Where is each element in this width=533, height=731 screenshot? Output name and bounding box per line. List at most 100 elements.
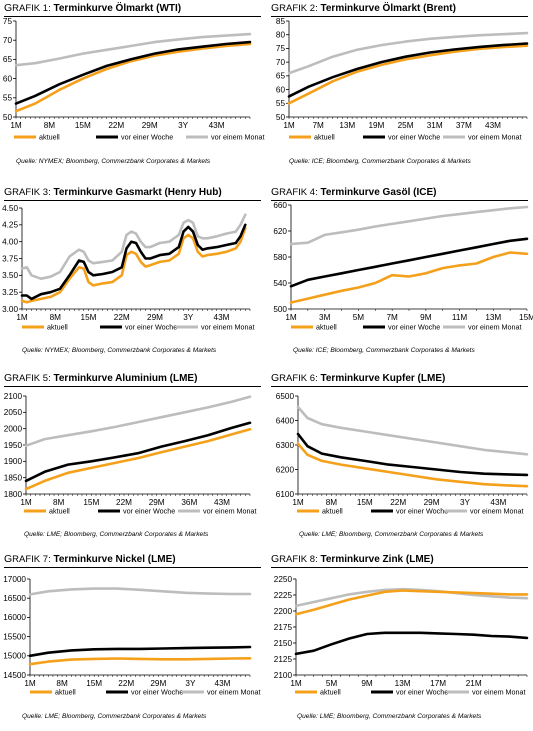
chart-panel: GRAFIK 7: Terminkurve Nickel (LME) 14500 1…	[0, 551, 266, 731]
chart-svg: 500 540 580 620 660 1M 3M 5M 7M 9M 11M 13M 15M aktuel…	[273, 201, 533, 332]
x-tick-label: 43M	[490, 498, 506, 507]
chart-panel: GRAFIK 4: Terminkurve Gasöl (ICE) 500 540 5…	[267, 184, 533, 364]
title-rule	[4, 200, 261, 201]
y-tick-label: 16000	[3, 613, 26, 622]
x-tick-label: 3M	[319, 313, 331, 322]
figure-number-initial: G	[4, 372, 13, 384]
x-tick-label: 8M	[44, 121, 56, 130]
y-tick-label: 2175	[274, 623, 293, 632]
y-tick-label: 70	[3, 36, 13, 45]
legend-label-vor-einem-monat: vor einem Monat	[472, 688, 526, 697]
x-tick-label: 19M	[368, 121, 384, 130]
x-tick-label: 1M	[24, 679, 36, 688]
legend-label-vor-einer-woche: vor einer Woche	[131, 688, 183, 697]
figure-number-initial: G	[271, 372, 280, 384]
y-tick-label: 1950	[4, 441, 23, 450]
series-line-vor-einer-woche	[28, 645, 252, 658]
x-tick-label: 29M	[149, 498, 165, 507]
y-tick-label: 2225	[274, 591, 293, 600]
series-line-vor-einer-woche	[14, 40, 252, 105]
y-tick-label: 1900	[4, 457, 23, 466]
y-tick-label: 3.25	[2, 288, 18, 297]
chart-svg: 3.00 3.25 3.50 3.75 4.00 4.25 4.50 1M 8M 15M 22M 29…	[2, 204, 254, 332]
x-tick-label: 9M	[420, 313, 432, 322]
x-tick-label: 13M	[339, 121, 355, 130]
source-note: Quelle: ICE; Bloomberg, Commerzbank Corp…	[293, 347, 475, 354]
title-rule	[271, 16, 528, 17]
figure-number-initial: G	[271, 553, 280, 565]
y-tick-label: 500	[273, 305, 287, 314]
chart-panel: GRAFIK 3: Terminkurve Gasmarkt (Henry Hu…	[0, 184, 266, 364]
chart-title: GRAFIK 6: Terminkurve Kupfer (LME)	[271, 372, 445, 384]
x-tick-label: 1M	[283, 121, 295, 130]
figure-number-initial: G	[271, 186, 280, 198]
x-tick-label: 43M	[214, 313, 230, 322]
source-note: Quelle: NYMEX; Bloomberg, Commerzbank Co…	[16, 158, 211, 165]
y-tick-label: 85	[276, 17, 286, 26]
x-tick-label: 22M	[118, 679, 134, 688]
x-tick-label: 1M	[285, 313, 297, 322]
y-tick-label: 540	[273, 279, 287, 288]
series-line-vor-einem-monat	[28, 587, 252, 596]
figure-number-initial: G	[4, 186, 13, 198]
series-line-aktuell	[20, 226, 247, 304]
y-tick-label: 4.50	[2, 204, 18, 213]
x-tick-label: 5M	[353, 313, 365, 322]
legend-label-aktuell: aktuell	[320, 688, 341, 697]
chart-title: GRAFIK 1: Terminkurve Ölmarkt (WTI)	[4, 2, 181, 14]
series-line-vor-einer-woche	[289, 237, 529, 288]
y-tick-label: 75	[276, 44, 286, 53]
legend-label-vor-einer-woche: vor einer Woche	[123, 507, 175, 516]
series-line-aktuell	[24, 428, 252, 491]
x-tick-label: 1M	[16, 313, 28, 322]
legend-label-vor-einer-woche: vor einer Woche	[121, 133, 173, 142]
y-tick-label: 2050	[4, 408, 23, 417]
figure-number-rest: RAFIK 8:	[279, 554, 318, 565]
y-tick-label: 55	[276, 99, 286, 108]
chart-panel: GRAFIK 5: Terminkurve Aluminium (LME) 180…	[0, 370, 266, 550]
chart-panel: GRAFIK 6: Terminkurve Kupfer (LME) 6100 62…	[267, 370, 533, 550]
series-line-vor-einem-monat	[14, 32, 252, 67]
y-tick-label: 70	[276, 58, 286, 67]
chart-title-text: Terminkurve Gasöl (ICE)	[317, 187, 437, 198]
series-line-aktuell	[287, 44, 529, 105]
series-line-vor-einer-woche	[296, 432, 529, 477]
x-tick-label: 8M	[56, 679, 68, 688]
x-tick-label: 29M	[147, 313, 163, 322]
x-tick-label: 3Y	[178, 121, 189, 130]
legend-label-aktuell: aktuell	[49, 507, 70, 516]
y-tick-label: 80	[276, 31, 286, 40]
x-tick-label: 15M	[357, 498, 373, 507]
x-tick-label: 3Y	[460, 498, 471, 507]
x-tick-label: 13M	[485, 313, 501, 322]
y-tick-label: 6400	[276, 416, 295, 425]
x-tick-label: 15M	[75, 121, 91, 130]
y-tick-label: 620	[273, 227, 287, 236]
y-tick-label: 2125	[274, 655, 293, 664]
legend-label-vor-einem-monat: vor einem Monat	[470, 507, 524, 516]
figure-number: GRAFIK 3:	[4, 186, 51, 198]
legend-label-vor-einem-monat: vor einem Monat	[211, 133, 265, 142]
legend-label-vor-einer-woche: vor einer Woche	[396, 507, 448, 516]
legend-label-aktuell: aktuell	[314, 133, 335, 142]
series-line-vor-einem-monat	[296, 405, 529, 456]
legend-label-aktuell: aktuell	[322, 507, 343, 516]
series-line-vor-einem-monat	[289, 205, 529, 246]
x-tick-label: 21M	[466, 679, 482, 688]
x-tick-label: 22M	[108, 121, 124, 130]
figure-number: GRAFIK 2:	[271, 2, 318, 14]
chart-title-text: Terminkurve Ölmarkt (Brent)	[317, 3, 456, 14]
chart-panel: GRAFIK 8: Terminkurve Zink (LME) 2100 2125…	[267, 551, 533, 731]
figure-number-initial: G	[271, 2, 280, 14]
y-tick-label: 1850	[4, 473, 23, 482]
y-tick-label: 580	[273, 253, 287, 262]
title-rule	[4, 567, 261, 568]
legend-label-vor-einem-monat: vor einem Monat	[468, 133, 522, 142]
x-tick-label: 37M	[456, 121, 472, 130]
legend-label-vor-einer-woche: vor einer Woche	[388, 323, 440, 332]
legend-label-vor-einem-monat: vor einem Monat	[468, 323, 522, 332]
x-tick-label: 36M	[181, 498, 197, 507]
y-tick-label: 15500	[3, 632, 26, 641]
legend-label-aktuell: aktuell	[39, 133, 60, 142]
y-tick-label: 14500	[3, 671, 26, 680]
